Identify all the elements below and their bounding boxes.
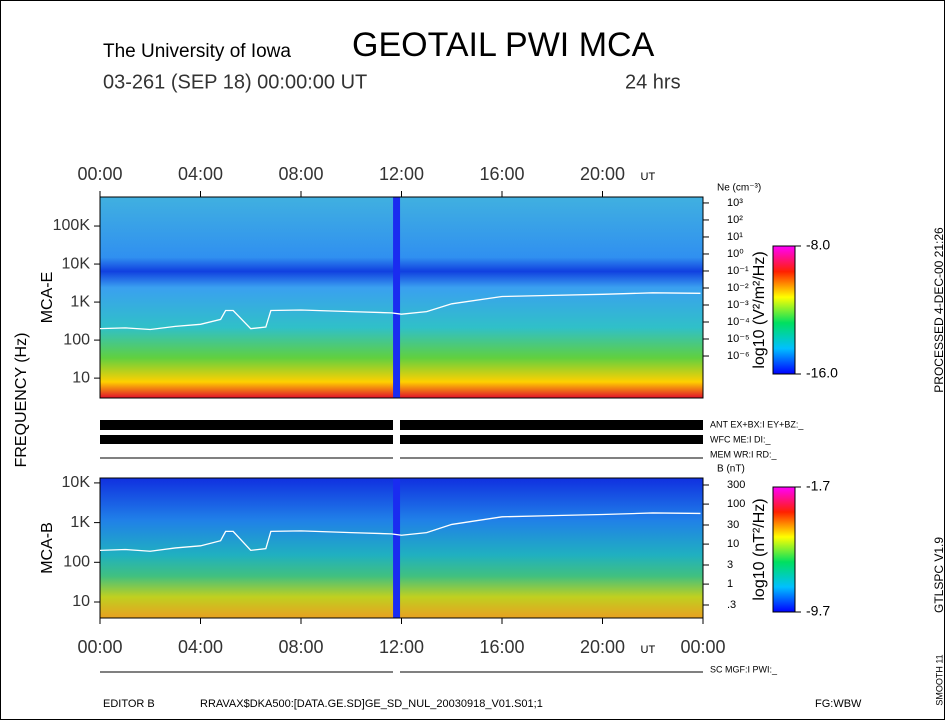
y2-tick-label: 10⁻⁵: [727, 333, 750, 345]
fg: FG:WBW: [815, 698, 862, 710]
program: GTLSPC V1.9: [932, 537, 945, 613]
x-tick-label: 00:00: [77, 637, 122, 657]
ant-status: ANT EX+BX:I EY+BZ:_: [710, 419, 804, 429]
data-gap: [393, 197, 401, 398]
y2-tick-label: 10⁻³: [727, 299, 749, 311]
x-tick-label: 00:00: [680, 637, 725, 657]
file: RRAVAX$DKA500:[DATA.GE.SD]GE_SD_NUL_2003…: [200, 698, 543, 710]
y2-tick-label: 100: [727, 498, 745, 510]
trace: [99, 292, 701, 331]
colorbar: [772, 486, 796, 613]
sc-status: SC MGF:I PWI:_: [710, 664, 778, 674]
y-tick-label: 100K: [53, 217, 91, 234]
wfc-bar: [400, 435, 703, 444]
spectrogram: [100, 197, 703, 398]
x-tick-label: 20:00: [580, 637, 625, 657]
panel-label: MCA-B: [39, 522, 56, 574]
spectrogram: [100, 478, 703, 618]
x-tick-label: 16:00: [479, 164, 524, 184]
y2-tick-label: 10³: [727, 197, 743, 209]
x-tick-label: 08:00: [278, 164, 323, 184]
y2-axis-title: Ne (cm⁻³): [717, 183, 761, 194]
x-tick-label: 12:00: [379, 164, 424, 184]
editor: EDITOR B: [103, 698, 155, 710]
y2-tick-label: 10⁻²: [727, 282, 749, 294]
y2-tick-label: 10⁰: [727, 248, 744, 260]
y2-tick-label: 10⁻¹: [727, 265, 749, 277]
title: GEOTAIL PWI MCA: [352, 26, 655, 64]
mem-status: MEM WR:I RD:_: [710, 449, 777, 459]
y2-tick-label: 3: [727, 559, 733, 571]
ant-bar: [100, 420, 393, 430]
x-tick-label: 20:00: [580, 164, 625, 184]
y-tick-label: 10K: [62, 255, 91, 272]
y2-tick-label: 10⁻⁶: [727, 350, 750, 362]
y2-tick-label: 1: [727, 578, 733, 590]
colorbar-title: log10 (nT²/Hz): [751, 498, 768, 600]
colorbar: [772, 245, 796, 375]
data-gap: [393, 478, 401, 618]
y2-tick-label: 300: [727, 479, 745, 491]
y2-axis-title: B (nT): [717, 464, 745, 475]
y2-tick-label: 10¹: [727, 231, 743, 243]
y-tick-label: 1K: [70, 514, 90, 531]
trace: [99, 512, 701, 552]
colorbar-tick-label: -1.7: [806, 478, 830, 494]
colorbar-tick-label: -8.0: [806, 237, 830, 253]
y-tick-label: 10: [72, 593, 90, 610]
smooth: SMOOTH 11: [934, 654, 944, 705]
processed: PROCESSED 4-DEC-00 21:26: [932, 227, 945, 393]
colorbar-tick-label: -9.7: [806, 603, 830, 619]
y2-tick-label: 30: [727, 519, 739, 531]
y-tick-label: 100: [63, 554, 90, 571]
y2-tick-label: .3: [727, 599, 736, 611]
ant-bar: [400, 420, 703, 430]
wfc-bar: [100, 435, 393, 444]
x-tick-label: 16:00: [479, 637, 524, 657]
x-tick-label: 04:00: [178, 637, 223, 657]
y-tick-label: 100: [63, 331, 90, 348]
x-tick-label: 12:00: [379, 637, 424, 657]
x-tick-label: 08:00: [278, 637, 323, 657]
y2-tick-label: 10²: [727, 214, 743, 226]
x-tick-label: 04:00: [178, 164, 223, 184]
x-unit: UT: [641, 171, 656, 183]
colorbar-tick-label: -16.0: [806, 365, 838, 381]
y-axis-title: FREQUENCY (Hz): [13, 333, 30, 468]
institution: The University of Iowa: [103, 41, 291, 62]
x-tick-label: 00:00: [77, 164, 122, 184]
y2-tick-label: 10⁻⁴: [727, 316, 750, 328]
wfc-status: WFC ME:I DI:_: [710, 434, 771, 444]
y-tick-label: 10K: [62, 474, 91, 491]
colorbar-title: log10 (V²/m²/Hz): [751, 251, 768, 368]
y-tick-label: 10: [72, 369, 90, 386]
y-tick-label: 1K: [70, 293, 90, 310]
date: 03-261 (SEP 18) 00:00:00 UT: [103, 71, 367, 93]
span: 24 hrs: [625, 71, 681, 93]
x-unit: UT: [641, 644, 656, 656]
panel-label: MCA-E: [39, 272, 56, 324]
y2-tick-label: 10: [727, 538, 739, 550]
